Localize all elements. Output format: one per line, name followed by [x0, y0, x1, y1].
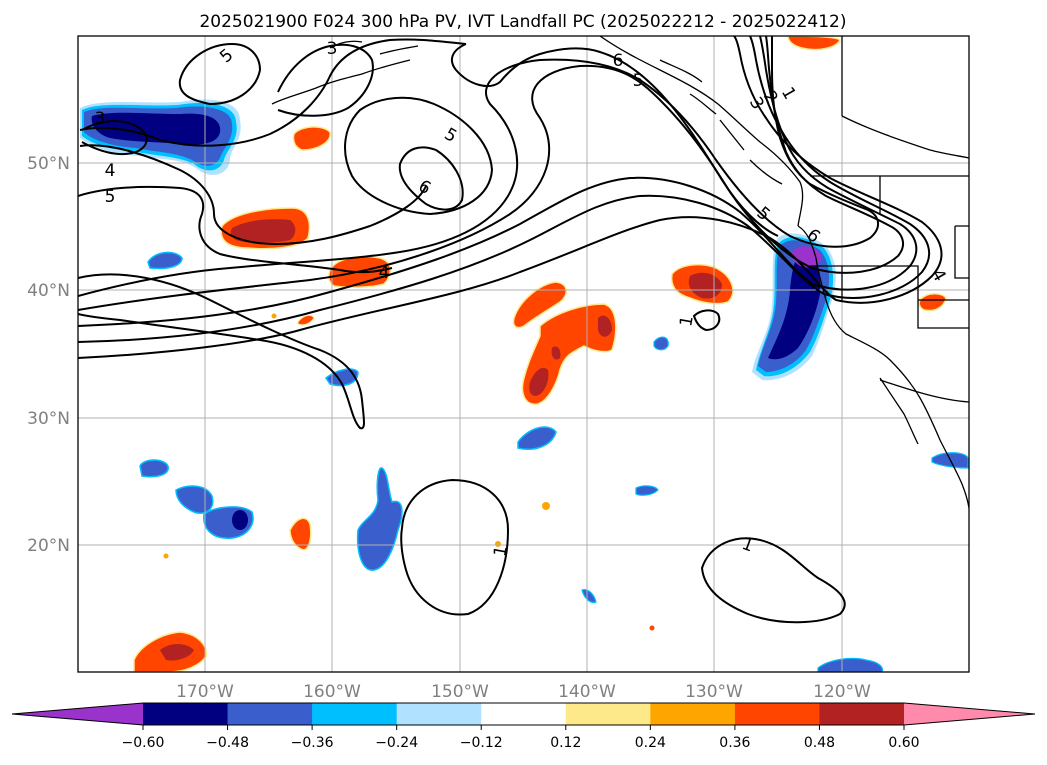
lon-label-160w: 160°W [303, 682, 361, 702]
lon-label-120w: 120°W [813, 682, 871, 702]
lat-label-30n: 30°N [27, 409, 70, 429]
ivt-positive-dot [271, 313, 277, 319]
ivt-negative-california [752, 233, 836, 381]
colorbar-segment [396, 703, 482, 725]
colorbar-tick-label: −0.36 [291, 735, 334, 751]
colorbar-segment [143, 703, 229, 725]
ivt-positive-blob [918, 293, 947, 312]
pv-contour [344, 96, 494, 216]
pv-contour [78, 185, 393, 274]
colorbar-tick-label: 0.12 [550, 735, 581, 751]
colorbar-tick-label: 0.60 [888, 735, 919, 751]
gridlines [78, 36, 969, 672]
pv-contour [692, 309, 721, 332]
pv-contour [78, 273, 365, 430]
colorbar-tick-label: −0.60 [122, 735, 165, 751]
colorbar-segment [227, 703, 313, 725]
contour-label: 4 [379, 263, 390, 283]
ivt-filled-field [80, 36, 969, 672]
lon-label-170w: 170°W [176, 682, 234, 702]
colorbar-tick-label: −0.12 [460, 735, 503, 751]
colorbar-tick-label: 0.48 [804, 735, 835, 751]
contour-label: 3 [327, 39, 338, 59]
ivt-positive-dot [649, 625, 655, 631]
colorbar: −0.60 −0.48 −0.36 −0.24 −0.12 0.12 0.24 0.36 0.4… [11, 702, 1036, 751]
pv-contour [400, 478, 510, 616]
ivt-positive-southwest [133, 631, 207, 672]
ivt-positive-dot [542, 502, 550, 510]
ivt-negative-blob [635, 485, 659, 496]
colorbar-tick-label: 0.24 [635, 735, 666, 751]
contour-label: 5 [633, 71, 644, 91]
contour-label: 4 [105, 161, 116, 181]
contour-label: 1 [676, 314, 698, 328]
lon-labels: 170°W 160°W 150°W 140°W 130°W 120°W [176, 682, 871, 702]
pv-contour [81, 120, 148, 156]
pv-contour [700, 537, 846, 624]
colorbar-extend-high [904, 703, 1035, 725]
ivt-positive-north [220, 207, 311, 250]
ivt-positive-central [521, 303, 617, 405]
colorbar-segment [650, 703, 736, 725]
colorbar-segment [734, 703, 820, 725]
ivt-positive-blob [297, 314, 315, 326]
pv-contour [398, 146, 464, 211]
pv-contour [450, 43, 779, 237]
pv-contour [79, 38, 467, 147]
contour-label: 5 [105, 187, 116, 207]
ivt-negative-blob [175, 485, 214, 514]
colorbar-extend-low [12, 703, 143, 725]
contour-label: 6 [613, 51, 624, 71]
colorbar-segment [312, 703, 398, 725]
lon-label-130w: 130°W [685, 682, 743, 702]
ivt-positive-blob [289, 517, 312, 551]
lat-labels: 20°N 30°N 40°N 50°N [27, 154, 70, 556]
colorbar-tick-label: −0.24 [375, 735, 418, 751]
pv-contours [78, 36, 943, 624]
colorbar-tick-label: −0.48 [206, 735, 249, 751]
pv-contour [78, 36, 879, 297]
pv-contour [277, 43, 374, 117]
pv-contour [78, 36, 943, 359]
ivt-negative-core [232, 510, 248, 530]
lat-label-50n: 50°N [27, 154, 70, 174]
contour-label: 1 [490, 544, 512, 558]
ivt-negative-blob [139, 459, 169, 478]
colorbar-segment [481, 703, 567, 725]
lon-label-150w: 150°W [431, 682, 489, 702]
pv-contour [78, 36, 918, 327]
pv-contour [78, 36, 931, 343]
contour-label: 3 [95, 109, 106, 129]
colorbar-segment [819, 703, 905, 725]
colorbar-segment [565, 703, 651, 725]
ivt-negative-blob [147, 251, 183, 270]
map-panel: 5 3 6 5 3 2 1 3 4 5 5 6 4 5 6 4 1 1 1 [77, 35, 970, 673]
map-frame [77, 35, 970, 673]
ivt-positive-blob [512, 281, 567, 329]
ivt-negative-blob [517, 426, 557, 450]
lon-label-140w: 140°W [558, 682, 616, 702]
lat-label-40n: 40°N [27, 281, 70, 301]
ivt-negative-blob [817, 657, 884, 672]
pv-contour [178, 42, 262, 106]
ivt-positive-dot [163, 553, 169, 559]
lat-label-20n: 20°N [27, 536, 70, 556]
colorbar-tick-label: 0.36 [719, 735, 750, 751]
pv-contour [79, 144, 427, 246]
ivt-positive-blob [292, 126, 331, 151]
chart-title: 2025021900 F024 300 hPa PV, IVT Landfall… [199, 12, 846, 32]
ivt-negative-blob [653, 336, 669, 351]
